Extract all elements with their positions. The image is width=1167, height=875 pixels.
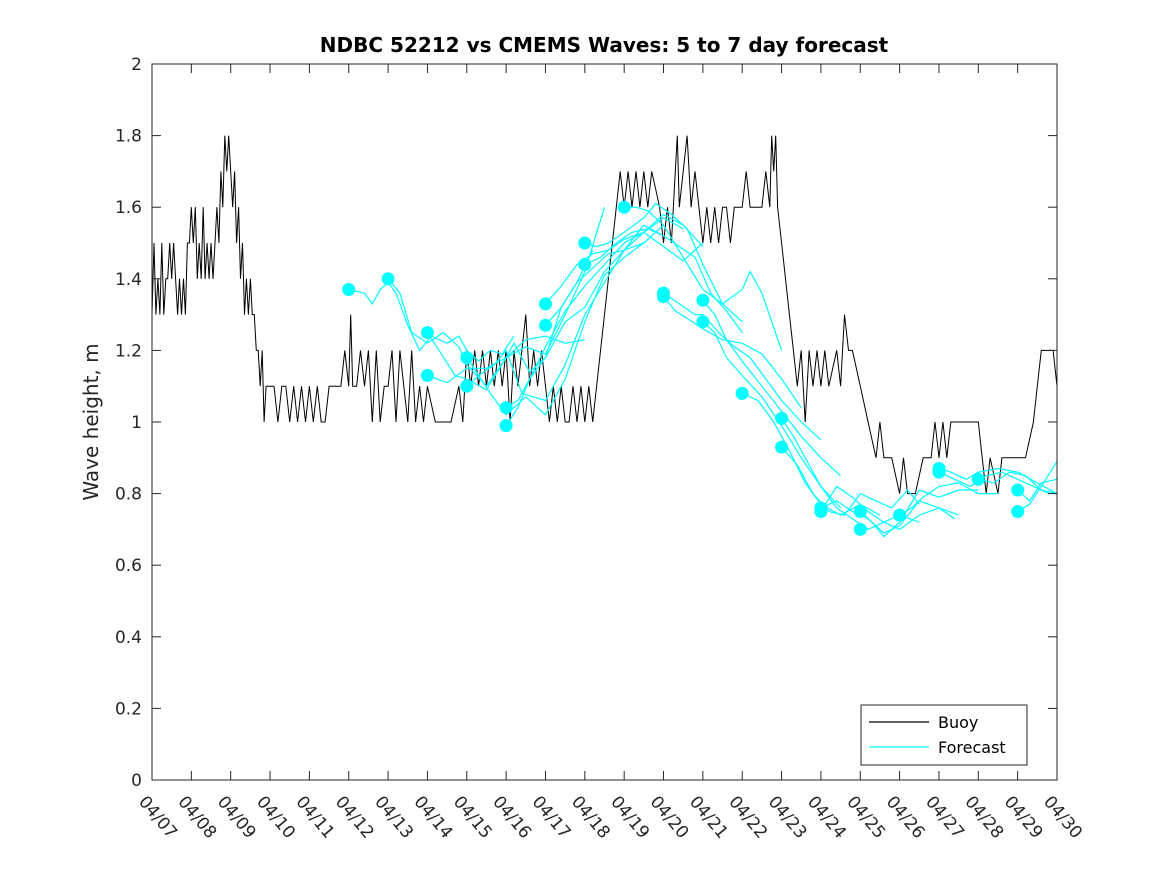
y-tick-label: 1 (131, 413, 142, 433)
y-tick-label: 0.4 (115, 628, 142, 648)
y-tick-label: 1.2 (115, 341, 142, 361)
forecast-line-12 (624, 206, 783, 351)
chart-title: NDBC 52212 vs CMEMS Waves: 5 to 7 day fo… (320, 33, 889, 57)
forecast-marker-6 (499, 401, 513, 415)
y-tick-label: 0.8 (115, 485, 142, 505)
forecast-line-22 (859, 489, 979, 538)
legend: Buoy Forecast (860, 704, 1028, 766)
forecast-line-15 (702, 299, 842, 477)
forecast-line-7 (505, 217, 684, 426)
forecast-line-9 (545, 231, 704, 305)
legend-label-forecast: Forecast (938, 738, 1006, 757)
forecast-marker-12 (617, 200, 631, 214)
forecast-marker-18 (775, 411, 789, 425)
forecast-marker-26 (932, 465, 946, 479)
forecast-line-13 (663, 296, 802, 409)
y-tick-label: 1.4 (115, 270, 142, 290)
forecast-marker-29 (1011, 505, 1025, 518)
forecast-line-17 (741, 392, 881, 516)
forecast-series (342, 200, 1057, 538)
forecast-line-0 (348, 281, 515, 362)
forecast-line-26 (978, 471, 1057, 495)
forecast-marker-11 (578, 258, 592, 271)
forecast-line-10 (584, 202, 743, 323)
y-tick-label: 1.8 (115, 127, 142, 147)
buoy-line (152, 135, 1057, 495)
y-axis-label: Wave height, m (79, 343, 103, 500)
forecast-marker-28 (1011, 483, 1025, 497)
forecast-line-5 (466, 224, 664, 416)
forecast-marker-3 (420, 369, 434, 382)
forecast-line-1 (387, 278, 585, 388)
y-tick-label: 0.2 (115, 699, 142, 719)
y-tick-label: 0.6 (115, 556, 142, 576)
forecast-marker-1 (381, 272, 395, 286)
forecast-marker-2 (420, 326, 434, 339)
forecast-marker-7 (499, 419, 513, 433)
forecast-line-28 (1017, 460, 1057, 513)
forecast-marker-5 (460, 379, 474, 393)
legend-box (860, 704, 1028, 766)
forecast-line-23 (899, 482, 998, 516)
forecast-line-8 (545, 213, 704, 326)
legend-label-buoy: Buoy (938, 713, 978, 732)
forecast-marker-16 (696, 315, 710, 329)
forecast-marker-19 (775, 440, 789, 454)
forecast-line-27 (1017, 478, 1057, 502)
forecast-line-19 (781, 446, 920, 516)
forecast-line-4 (466, 242, 645, 402)
forecast-line-21 (820, 485, 959, 531)
forecast-line-24 (938, 467, 1057, 495)
buoy-series (152, 135, 1057, 495)
forecast-marker-27 (971, 472, 985, 486)
forecast-line-20 (820, 500, 956, 534)
forecast-line-25 (938, 471, 1050, 495)
forecast-marker-15 (696, 293, 710, 307)
forecast-marker-17 (735, 386, 749, 400)
forecast-marker-8 (539, 318, 552, 332)
y-tick-label: 0 (131, 771, 142, 791)
forecast-line-14 (663, 292, 822, 441)
forecast-marker-10 (578, 236, 592, 250)
forecast-marker-9 (539, 297, 552, 311)
forecast-marker-0 (342, 283, 356, 296)
y-tick-label: 1.6 (115, 198, 142, 218)
forecast-marker-14 (657, 286, 670, 300)
forecast-line-16 (702, 321, 842, 509)
forecast-marker-24 (893, 508, 907, 522)
forecast-marker-22 (853, 505, 867, 518)
forecast-line-18 (781, 418, 920, 531)
forecast-marker-4 (460, 351, 474, 365)
forecast-marker-23 (853, 522, 867, 536)
y-tick-label: 2 (131, 55, 142, 75)
forecast-marker-21 (814, 505, 828, 518)
